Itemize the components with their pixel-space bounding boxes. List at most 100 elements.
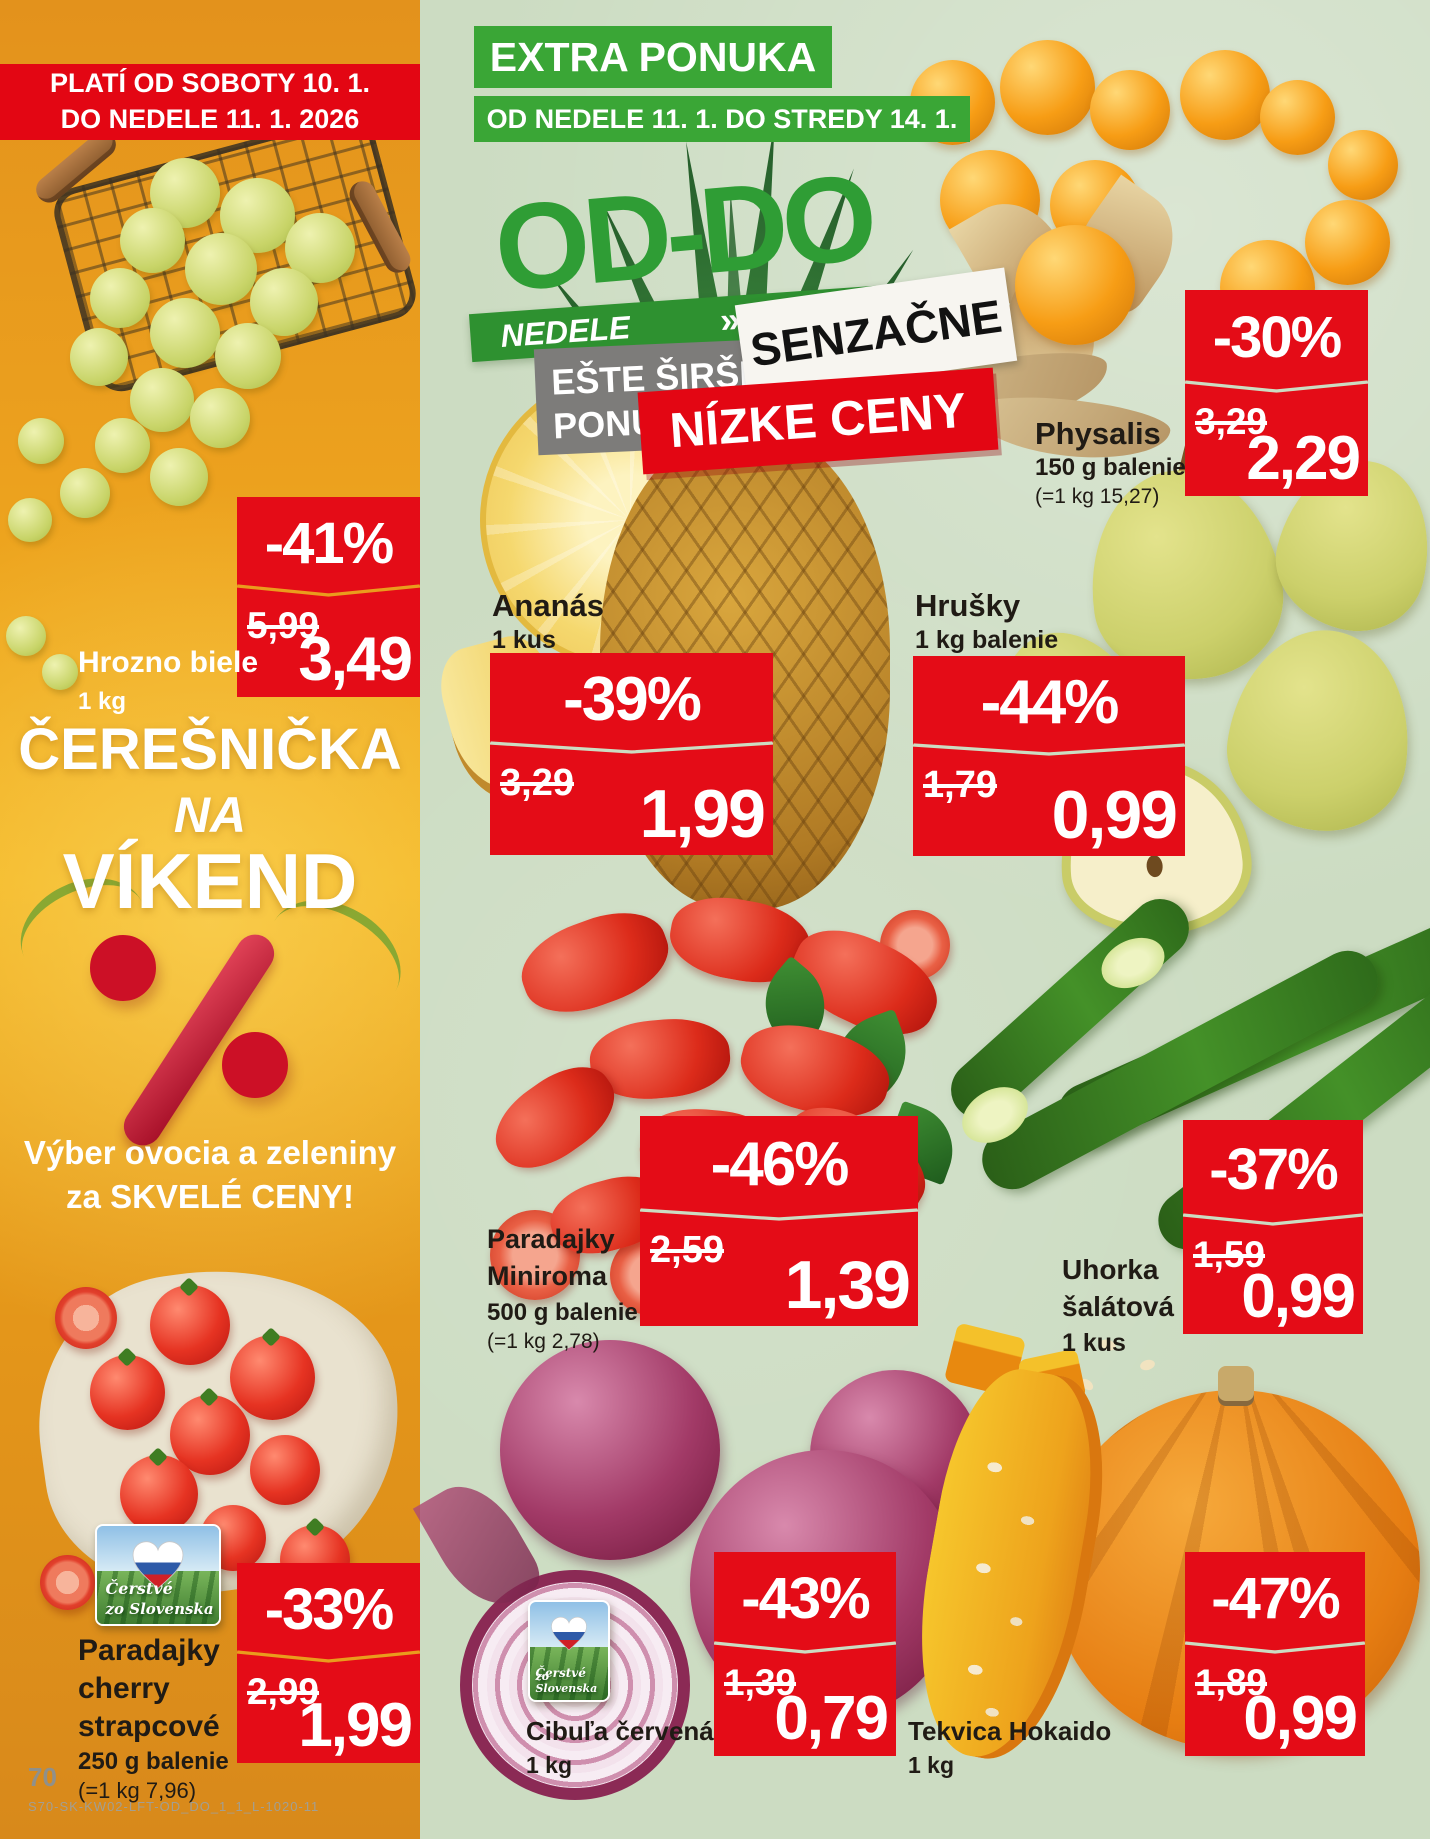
subtitle-line2: za SKVELÉ CENY! [66,1178,354,1215]
discount-percent: -33% [264,1576,394,1642]
footer-print-code: S70-SK-KW02-LFT-OD_DO_1_1_L-1020-11 [28,1799,320,1814]
slovakia-badge-text2: zo Slovenska [105,1599,214,1618]
slovakia-badge-text2: zo Slovenska [535,1669,598,1695]
old-price: 1,79 [923,764,997,806]
new-price: 1,99 [639,776,766,852]
old-price: 1,89 [1195,1661,1268,1703]
nizke-ceny-label: NÍZKE CENY [668,383,968,459]
badge-chevron-notch-icon [1185,380,1368,393]
extra-ponuka-banner: EXTRA PONUKA [474,26,832,88]
percent-symbol-graphic [4,858,421,1160]
product-name-uhorka-2: šalátová [1062,1291,1175,1322]
campaign-title-line3: VÍKEND [62,837,358,925]
discount-badge-cherry-tomatoes: -33% 2,99 1,99 [237,1563,420,1763]
old-price: 5,99 [247,605,320,646]
validity-banner: PLATÍ OD SOBOTY 10. 1. DO NEDELE 11. 1. … [0,64,420,140]
product-name-tekvica: Tekvica Hokaido [908,1716,1112,1746]
old-price: 2,59 [650,1228,724,1271]
slovakia-badge-text1: Čerstvé [535,1665,586,1680]
product-unit-miniroma: 500 g balenie [487,1299,638,1326]
product-unit-cibula: 1 kg [526,1752,573,1778]
unit-price-cherry: (=1 kg 7,96) [78,1778,197,1803]
new-price: 2,29 [1246,424,1361,493]
discount-badge-hrusky: -44% 1,79 0,99 [913,656,1185,856]
discount-percent: -47% [1211,1566,1340,1632]
product-unit-physalis: 150 g balenie [1035,454,1186,481]
old-price: 3,29 [500,761,574,804]
discount-badge-uhorka: -37% 1,59 0,99 [1183,1120,1363,1334]
unit-price-physalis: (=1 kg 15,27) [1035,485,1160,508]
badge-chevron-notch-icon [913,743,1185,756]
percent-ring-bottom [222,1032,288,1098]
dates-label: OD NEDELE 11. 1. DO STREDY 14. 1. [486,103,958,134]
product-name-cherry-1: Paradajky [78,1634,220,1667]
product-name-hrusky: Hrušky [915,588,1021,623]
extra-ponuka-label: EXTRA PONUKA [489,33,817,80]
old-price: 3,29 [1195,400,1268,442]
badge-chevron-notch-icon [1185,1641,1365,1654]
campaign-title-line1: ČEREŠNIČKA [18,717,402,782]
discount-badge-tekvica: -47% 1,89 0,99 [1185,1552,1365,1756]
product-unit-uhorka: 1 kus [1062,1329,1126,1357]
new-price: 0,99 [1241,1262,1356,1331]
subtitle-line1: Výber ovocia a zeleniny [23,1134,397,1171]
dates-banner: OD NEDELE 11. 1. DO STREDY 14. 1. [474,96,970,142]
product-name-physalis: Physalis [1035,416,1161,451]
slovakia-badge: Čerstvé zo Slovenska [95,1524,221,1626]
percent-ring-top [90,935,156,1001]
footer-page-number: 70 [28,1762,57,1792]
badge-chevron-notch-icon [714,1641,896,1654]
cherry-tomatoes-photo [0,1225,421,1645]
product-name-ananas: Ananás [492,588,604,623]
badge-chevron-notch-icon [237,584,420,597]
product-unit-tekvica: 1 kg [908,1752,955,1778]
slovakia-badge-text1: Čerstvé [105,1579,173,1599]
validity-line1: PLATÍ OD SOBOTY 10. 1. [49,68,371,99]
product-name-cherry-3: strapcové [78,1710,220,1743]
product-unit-grapes: 1 kg [78,688,127,715]
product-unit-cherry: 250 g balenie [78,1748,229,1775]
slovakia-heart-icon [551,1616,587,1650]
pumpkin-wedge [897,1359,1123,1771]
slovakia-heart-icon [132,1540,184,1589]
discount-percent: -41% [264,510,394,576]
product-name-cherry-2: cherry [78,1672,170,1705]
campaign-title-line2: NA [173,787,247,843]
old-price: 1,39 [724,1661,797,1703]
discount-percent: -39% [563,664,702,734]
discount-badge-ananas: -39% 3,29 1,99 [490,653,773,855]
new-price: 0,79 [774,1684,889,1753]
discount-badge-cibula: -43% 1,39 0,79 [714,1552,896,1756]
product-name-uhorka-1: Uhorka [1062,1254,1159,1285]
badge-chevron-notch-icon [490,741,773,754]
discount-badge-grapes: -41% 5,99 3,49 [237,497,420,697]
product-unit-hrusky: 1 kg balenie [915,626,1059,654]
product-name-miniroma-1: Paradajky [487,1224,615,1254]
new-price: 1,39 [784,1247,911,1323]
old-price: 2,99 [247,1671,320,1712]
badge-chevron-notch-icon [1183,1213,1363,1227]
badge-chevron-notch-icon [640,1208,918,1221]
senzacne-label: SENZAČNE [747,289,1005,377]
new-price: 3,49 [298,625,413,694]
discount-percent: -44% [980,667,1120,737]
old-price: 1,59 [1193,1234,1266,1276]
discount-percent: -37% [1209,1136,1338,1202]
unit-price-miniroma: (=1 kg 2,78) [487,1330,600,1353]
product-name-miniroma-2: Miniroma [487,1261,608,1291]
product-name-cibula: Cibuľa červená [526,1716,714,1746]
loose-grapes [0,610,100,700]
physalis-photo [850,40,1430,470]
slovakia-badge: Čerstvé zo Slovenska [528,1600,610,1702]
new-price: 0,99 [1243,1684,1358,1753]
new-price: 1,99 [298,1691,413,1760]
discount-badge-miniroma: -46% 2,59 1,39 [640,1116,918,1326]
grapes-photo [0,108,422,588]
pumpkin-stem [1218,1366,1254,1406]
product-name-grapes: Hrozno biele [78,646,259,679]
badge-chevron-notch-icon [237,1650,420,1663]
product-unit-ananas: 1 kus [492,626,556,654]
validity-line2: DO NEDELE 11. 1. 2026 [60,104,360,134]
discount-percent: -43% [741,1566,870,1632]
